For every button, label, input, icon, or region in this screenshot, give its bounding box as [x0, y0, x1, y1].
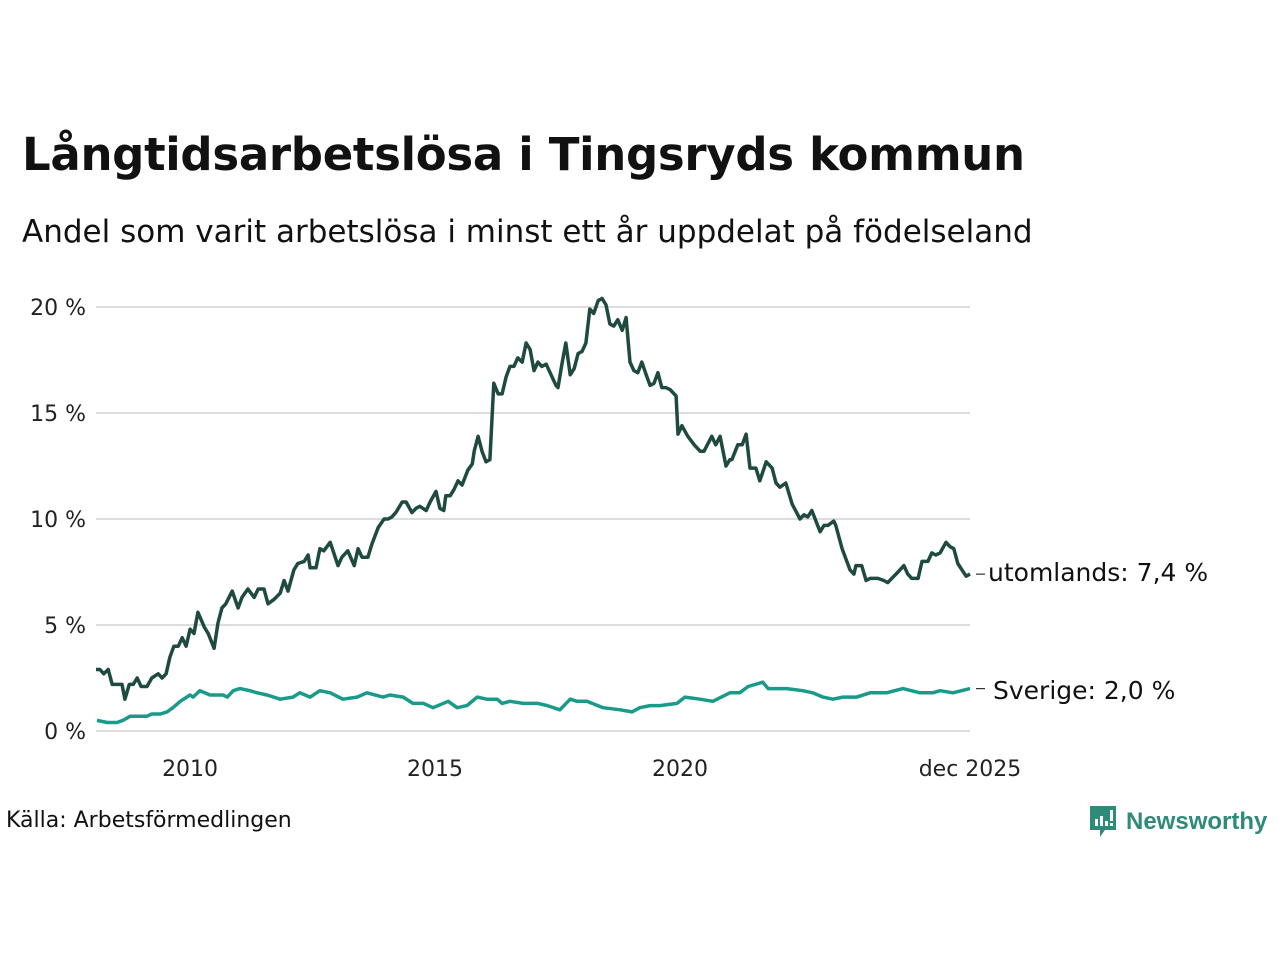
series-end-label: Sverige: 2,0 %	[993, 676, 1175, 705]
source-note: Källa: Arbetsförmedlingen	[6, 808, 292, 833]
series-end-labels: utomlands: 7,4 % Sverige: 2,0 %	[976, 558, 1208, 705]
y-tick-label: 10 %	[30, 508, 86, 533]
x-tick-label: 2015	[407, 757, 463, 782]
y-tick-label: 5 %	[44, 614, 86, 639]
x-axis-ticks: 2010 2015 2020 dec 2025	[162, 757, 1021, 782]
chart-title: Långtidsarbetslösa i Tingsryds kommun	[22, 128, 1025, 181]
series-lines	[96, 296, 971, 725]
series-line-sverige	[96, 680, 971, 725]
chart-subtitle: Andel som varit arbetslösa i minst ett å…	[22, 214, 1033, 250]
y-tick-label: 20 %	[30, 296, 86, 321]
x-tick-label: 2020	[652, 757, 708, 782]
y-axis-ticks: 0 % 5 % 10 % 15 % 20 %	[30, 296, 86, 745]
series-end-label: utomlands: 7,4 %	[988, 558, 1208, 587]
gridlines	[96, 306, 970, 732]
newsworthy-logo-icon	[1090, 806, 1116, 837]
y-tick-label: 0 %	[44, 720, 86, 745]
newsworthy-logo: Newsworthy	[1088, 804, 1267, 840]
x-tick-label: 2010	[162, 757, 218, 782]
x-tick-label: dec 2025	[919, 757, 1022, 782]
newsworthy-logo-text: Newsworthy	[1126, 808, 1268, 835]
series-line-utomlands	[96, 296, 971, 701]
y-tick-label: 15 %	[30, 402, 86, 427]
